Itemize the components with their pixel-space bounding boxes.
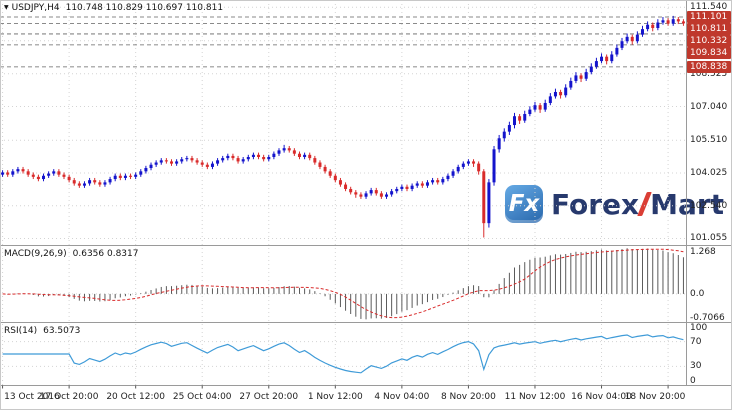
watermark-brand-mart: Mart [650, 187, 725, 221]
chart-marker-icon: ▼ [4, 4, 9, 11]
price-axis[interactable]: 111.540 108.525 107.040 105.510 104.025 102.5… [687, 0, 732, 386]
forexmart-watermark: Fx Forex Mart [505, 185, 724, 223]
time-axis-label: 20 Oct 12:00 [106, 392, 165, 402]
rsi-axis-label: 100 [690, 323, 708, 333]
forexmart-logo-icon: Fx [505, 185, 543, 223]
price-axis-label: 102.540 [690, 200, 728, 211]
time-axis[interactable]: 13 Oct 2016 17 Oct 20:00 20 Oct 12:00 25 Oc… [0, 386, 686, 410]
price-tag[interactable]: 109.834 [687, 46, 731, 59]
price-axis-label: 108.525 [690, 68, 728, 79]
watermark-brand-forex: Forex [551, 187, 640, 221]
macd-axis-label: 0.0 [690, 288, 705, 299]
price-axis-label: 104.025 [690, 167, 728, 178]
time-axis-label: 17 Oct 20:00 [39, 392, 99, 402]
rsi-values: 63.5073 [43, 326, 81, 336]
time-axis-label: 18 Nov 20:00 [624, 392, 686, 402]
ohlc-values: 110.748 110.829 110.697 110.811 [65, 3, 224, 13]
price-tag[interactable]: 111.101 [687, 10, 731, 23]
price-axis-label: 101.055 [690, 233, 728, 244]
price-tag[interactable]: 110.332 [687, 34, 731, 47]
rsi-header: RSI(14) 63.5073 [4, 326, 80, 336]
rsi-axis-label: 70 [690, 336, 702, 347]
macd-indicator-label: MACD(9,26,9) [4, 249, 67, 259]
time-axis-label: 11 Nov 12:00 [504, 392, 566, 402]
time-axis-label: 8 Nov 20:00 [440, 392, 496, 402]
macd-header: MACD(9,26,9) 0.6356 0.8317 [4, 249, 138, 259]
price-axis-label: 111.540 [690, 2, 728, 13]
time-axis-label: 16 Nov 04:00 [571, 392, 632, 402]
rsi-indicator-label: RSI(14) [4, 326, 38, 336]
time-axis-label: 13 Oct 2016 [4, 392, 60, 402]
macd-axis-label: -0.7066 [690, 313, 725, 323]
watermark-brand: Forex Mart [551, 188, 724, 221]
time-axis-label: 27 Oct 20:00 [239, 392, 299, 402]
price-tag[interactable]: 108.838 [687, 60, 731, 73]
symbol-period-label: USDJPY,H4 [11, 3, 60, 13]
price-axis-label: 107.040 [690, 101, 728, 112]
rsi-axis-label: 30 [690, 361, 702, 372]
rsi-axis-label: 0 [690, 376, 696, 386]
price-tag[interactable]: 110.811 [687, 22, 731, 35]
time-axis-label: 1 Nov 12:00 [307, 392, 363, 402]
price-axis-label: 105.510 [690, 135, 728, 146]
macd-axis-label: 1.268 [690, 247, 716, 257]
time-axis-label: 25 Oct 04:00 [172, 392, 232, 402]
chart-header: ▼ USDJPY,H4 110.748 110.829 110.697 110.81… [4, 3, 223, 13]
macd-values: 0.6356 0.8317 [72, 249, 139, 259]
time-axis-label: 4 Nov 04:00 [374, 392, 430, 402]
